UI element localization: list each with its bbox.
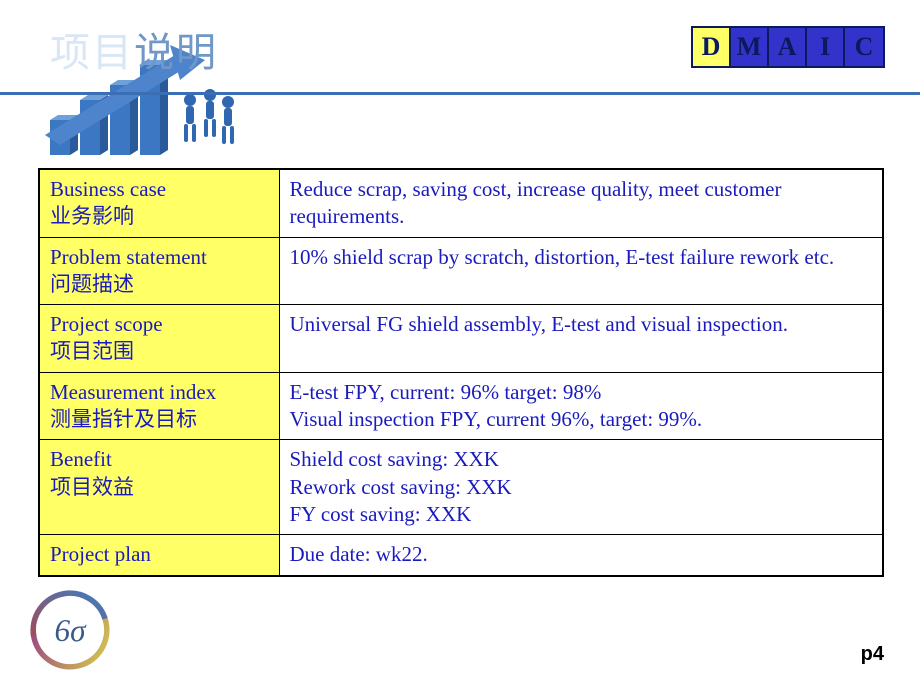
row-label: Business case 业务影响 [39,169,279,237]
row-label-en: Project scope [50,312,163,336]
row-label-en: Benefit [50,447,112,471]
project-charter-table: Business case 业务影响 Reduce scrap, saving co… [38,168,884,577]
row-value: Universal FG shield assembly, E-test and… [279,305,883,373]
row-label-en: Project plan [50,542,151,566]
row-value: Shield cost saving: XXK Rework cost savin… [279,440,883,535]
row-value-line: Universal FG shield assembly, E-test and… [290,312,788,336]
dmaic-strip: D M A I C [691,26,885,68]
row-label: Project plan [39,535,279,576]
table-row: Business case 业务影响 Reduce scrap, saving co… [39,169,883,237]
row-label-zh: 业务影响 [50,204,134,228]
row-value-line: 10% shield scrap by scratch, distortion,… [290,245,835,269]
row-value-line: FY cost saving: XXK [290,502,472,526]
row-label: Project scope 项目范围 [39,305,279,373]
row-label-zh: 项目范围 [50,339,134,363]
table-row: Measurement index 测量指针及目标 E-test FPY, curr… [39,372,883,440]
row-value-line: Due date: wk22. [290,542,428,566]
page-number: p4 [861,643,884,666]
table-row: Project plan Due date: wk22. [39,535,883,576]
row-label-zh: 项目效益 [50,475,134,499]
dmaic-m: M [731,28,769,66]
table-row: Project scope 项目范围 Universal FG shield ass… [39,305,883,373]
table-row: Benefit 项目效益 Shield cost saving: XXK Rework… [39,440,883,535]
row-label-zh: 测量指针及目标 [50,407,197,431]
six-sigma-logo: 6σ [24,584,116,676]
row-value-line: Visual inspection FPY, current 96%, targ… [290,407,703,431]
row-label-en: Business case [50,177,166,201]
row-label-zh: 问题描述 [50,272,134,296]
dmaic-d: D [693,28,731,66]
row-value: E-test FPY, current: 96% target: 98% Visu… [279,372,883,440]
title-underline [0,92,920,95]
row-value-line: Shield cost saving: XXK [290,447,499,471]
slide-title-part1: 项目 [50,30,134,75]
slide-header: 项目说明 D M A I C [0,0,920,160]
slide-title: 项目说明 [50,20,218,78]
dmaic-a: A [769,28,807,66]
slide-title-part2: 说明 [134,30,218,75]
row-value-line: Rework cost saving: XXK [290,475,512,499]
row-label: Problem statement 问题描述 [39,237,279,305]
table-row: Problem statement 问题描述 10% shield scrap by… [39,237,883,305]
row-label-en: Measurement index [50,380,216,404]
project-charter-tbody: Business case 业务影响 Reduce scrap, saving co… [39,169,883,576]
dmaic-i: I [807,28,845,66]
row-value-line: Reduce scrap, saving cost, increase qual… [290,177,782,228]
row-value: Reduce scrap, saving cost, increase qual… [279,169,883,237]
row-value-line: E-test FPY, current: 96% target: 98% [290,380,602,404]
row-value: 10% shield scrap by scratch, distortion,… [279,237,883,305]
row-label: Benefit 项目效益 [39,440,279,535]
six-sigma-text: 6σ [54,613,87,648]
dmaic-c: C [845,28,883,66]
row-label-en: Problem statement [50,245,207,269]
row-label: Measurement index 测量指针及目标 [39,372,279,440]
row-value: Due date: wk22. [279,535,883,576]
